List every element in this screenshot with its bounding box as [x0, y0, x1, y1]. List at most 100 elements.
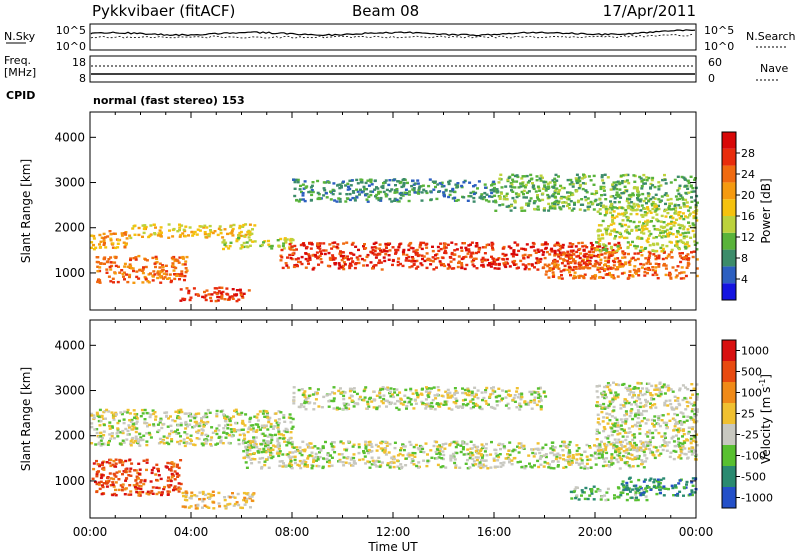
heatmap-cell [652, 485, 656, 489]
heatmap-cell [605, 444, 609, 447]
heatmap-cell [409, 403, 413, 406]
heatmap-cell [175, 274, 179, 277]
heatmap-cell [209, 229, 212, 232]
heatmap-cell [429, 259, 433, 262]
heatmap-cell [623, 180, 627, 183]
heatmap-cell [643, 271, 647, 274]
heatmap-cell [109, 268, 113, 271]
heatmap-cell [437, 190, 440, 193]
heatmap-cell [624, 230, 627, 233]
heatmap-cell [685, 258, 689, 261]
heatmap-cell [592, 498, 596, 501]
heatmap-cell [509, 246, 513, 250]
heatmap-cell [463, 242, 466, 245]
heatmap-cell [486, 263, 490, 267]
heatmap-cell [631, 240, 634, 244]
heatmap-cell [570, 461, 574, 464]
heatmap-cell [657, 417, 661, 420]
colorbar-segment [722, 266, 736, 284]
heatmap-cell [631, 194, 635, 197]
heatmap-cell [671, 216, 675, 220]
heatmap-cell [139, 487, 143, 491]
heatmap-cell [141, 268, 145, 271]
heatmap-cell [364, 445, 368, 448]
heatmap-cell [96, 413, 99, 416]
heatmap-cell [398, 243, 402, 246]
heatmap-cell [464, 255, 468, 258]
colorbar-tick-label: 24 [741, 168, 755, 181]
heatmap-cell [203, 231, 207, 234]
heatmap-cell [469, 195, 473, 198]
heatmap-cell [643, 274, 647, 277]
heatmap-cell [601, 205, 605, 209]
heatmap-cell [667, 487, 670, 491]
heatmap-cell [581, 203, 585, 206]
heatmap-cell [189, 296, 193, 299]
heatmap-cell [229, 241, 233, 244]
heatmap-cell [665, 256, 668, 260]
heatmap-cell [420, 388, 424, 391]
heatmap-cell [261, 456, 265, 460]
heatmap-cell [155, 486, 159, 489]
heatmap-cell [201, 444, 205, 447]
heatmap-cell [629, 212, 633, 216]
heatmap-cell [497, 257, 501, 260]
heatmap-cell [593, 265, 597, 268]
heatmap-cell [366, 460, 370, 463]
heatmap-cell [175, 488, 179, 491]
heatmap-cell [366, 449, 370, 452]
heatmap-cell [283, 420, 287, 423]
heatmap-cell [656, 277, 660, 280]
heatmap-cell [416, 182, 420, 185]
heatmap-cell [568, 254, 572, 257]
heatmap-cell [691, 255, 695, 259]
heatmap-cell [354, 262, 358, 265]
heatmap-cell [662, 477, 666, 480]
heatmap-cell [96, 256, 100, 259]
heatmap-cell [114, 458, 118, 461]
heatmap-cell [275, 421, 279, 424]
heatmap-cell [501, 443, 505, 446]
heatmap-cell [137, 494, 141, 497]
heatmap-cell [190, 439, 193, 442]
heatmap-cell [524, 403, 528, 406]
heatmap-cell [577, 276, 581, 279]
heatmap-cell [96, 470, 100, 474]
heatmap-cell [297, 464, 301, 467]
heatmap-cell [488, 395, 492, 399]
heatmap-cell [120, 232, 124, 235]
heatmap-cell [617, 487, 621, 490]
heatmap-cell [569, 178, 573, 182]
heatmap-cell [149, 436, 153, 439]
heatmap-cell [122, 241, 126, 244]
heatmap-cell [381, 386, 385, 389]
heatmap-cell [683, 242, 687, 246]
heatmap-cell [662, 494, 666, 497]
heatmap-cell [102, 468, 106, 471]
heatmap-cell [269, 425, 273, 428]
heatmap-cell [172, 269, 176, 272]
heatmap-cell [120, 269, 124, 272]
heatmap-cell [167, 277, 171, 280]
heatmap-cell [574, 265, 578, 269]
heatmap-cell [615, 215, 619, 218]
heatmap-cell [589, 277, 593, 280]
heatmap-cell [239, 413, 243, 416]
heatmap-cell [367, 184, 371, 187]
heatmap-cell [477, 462, 481, 465]
heatmap-cell [274, 419, 278, 422]
heatmap-cell [296, 178, 300, 182]
heatmap-cell [640, 226, 644, 230]
heatmap-cell [102, 423, 106, 427]
heatmap-cell [505, 257, 509, 261]
heatmap-cell [213, 287, 217, 290]
heatmap-cell [98, 424, 102, 427]
heatmap-cell [142, 434, 146, 437]
heatmap-cell [495, 465, 499, 468]
heatmap-cell [519, 398, 523, 401]
heatmap-cell [401, 443, 405, 446]
heatmap-cell [326, 180, 330, 184]
heatmap-cell [485, 243, 489, 247]
heatmap-cell [328, 243, 332, 246]
heatmap-cell [296, 181, 300, 184]
